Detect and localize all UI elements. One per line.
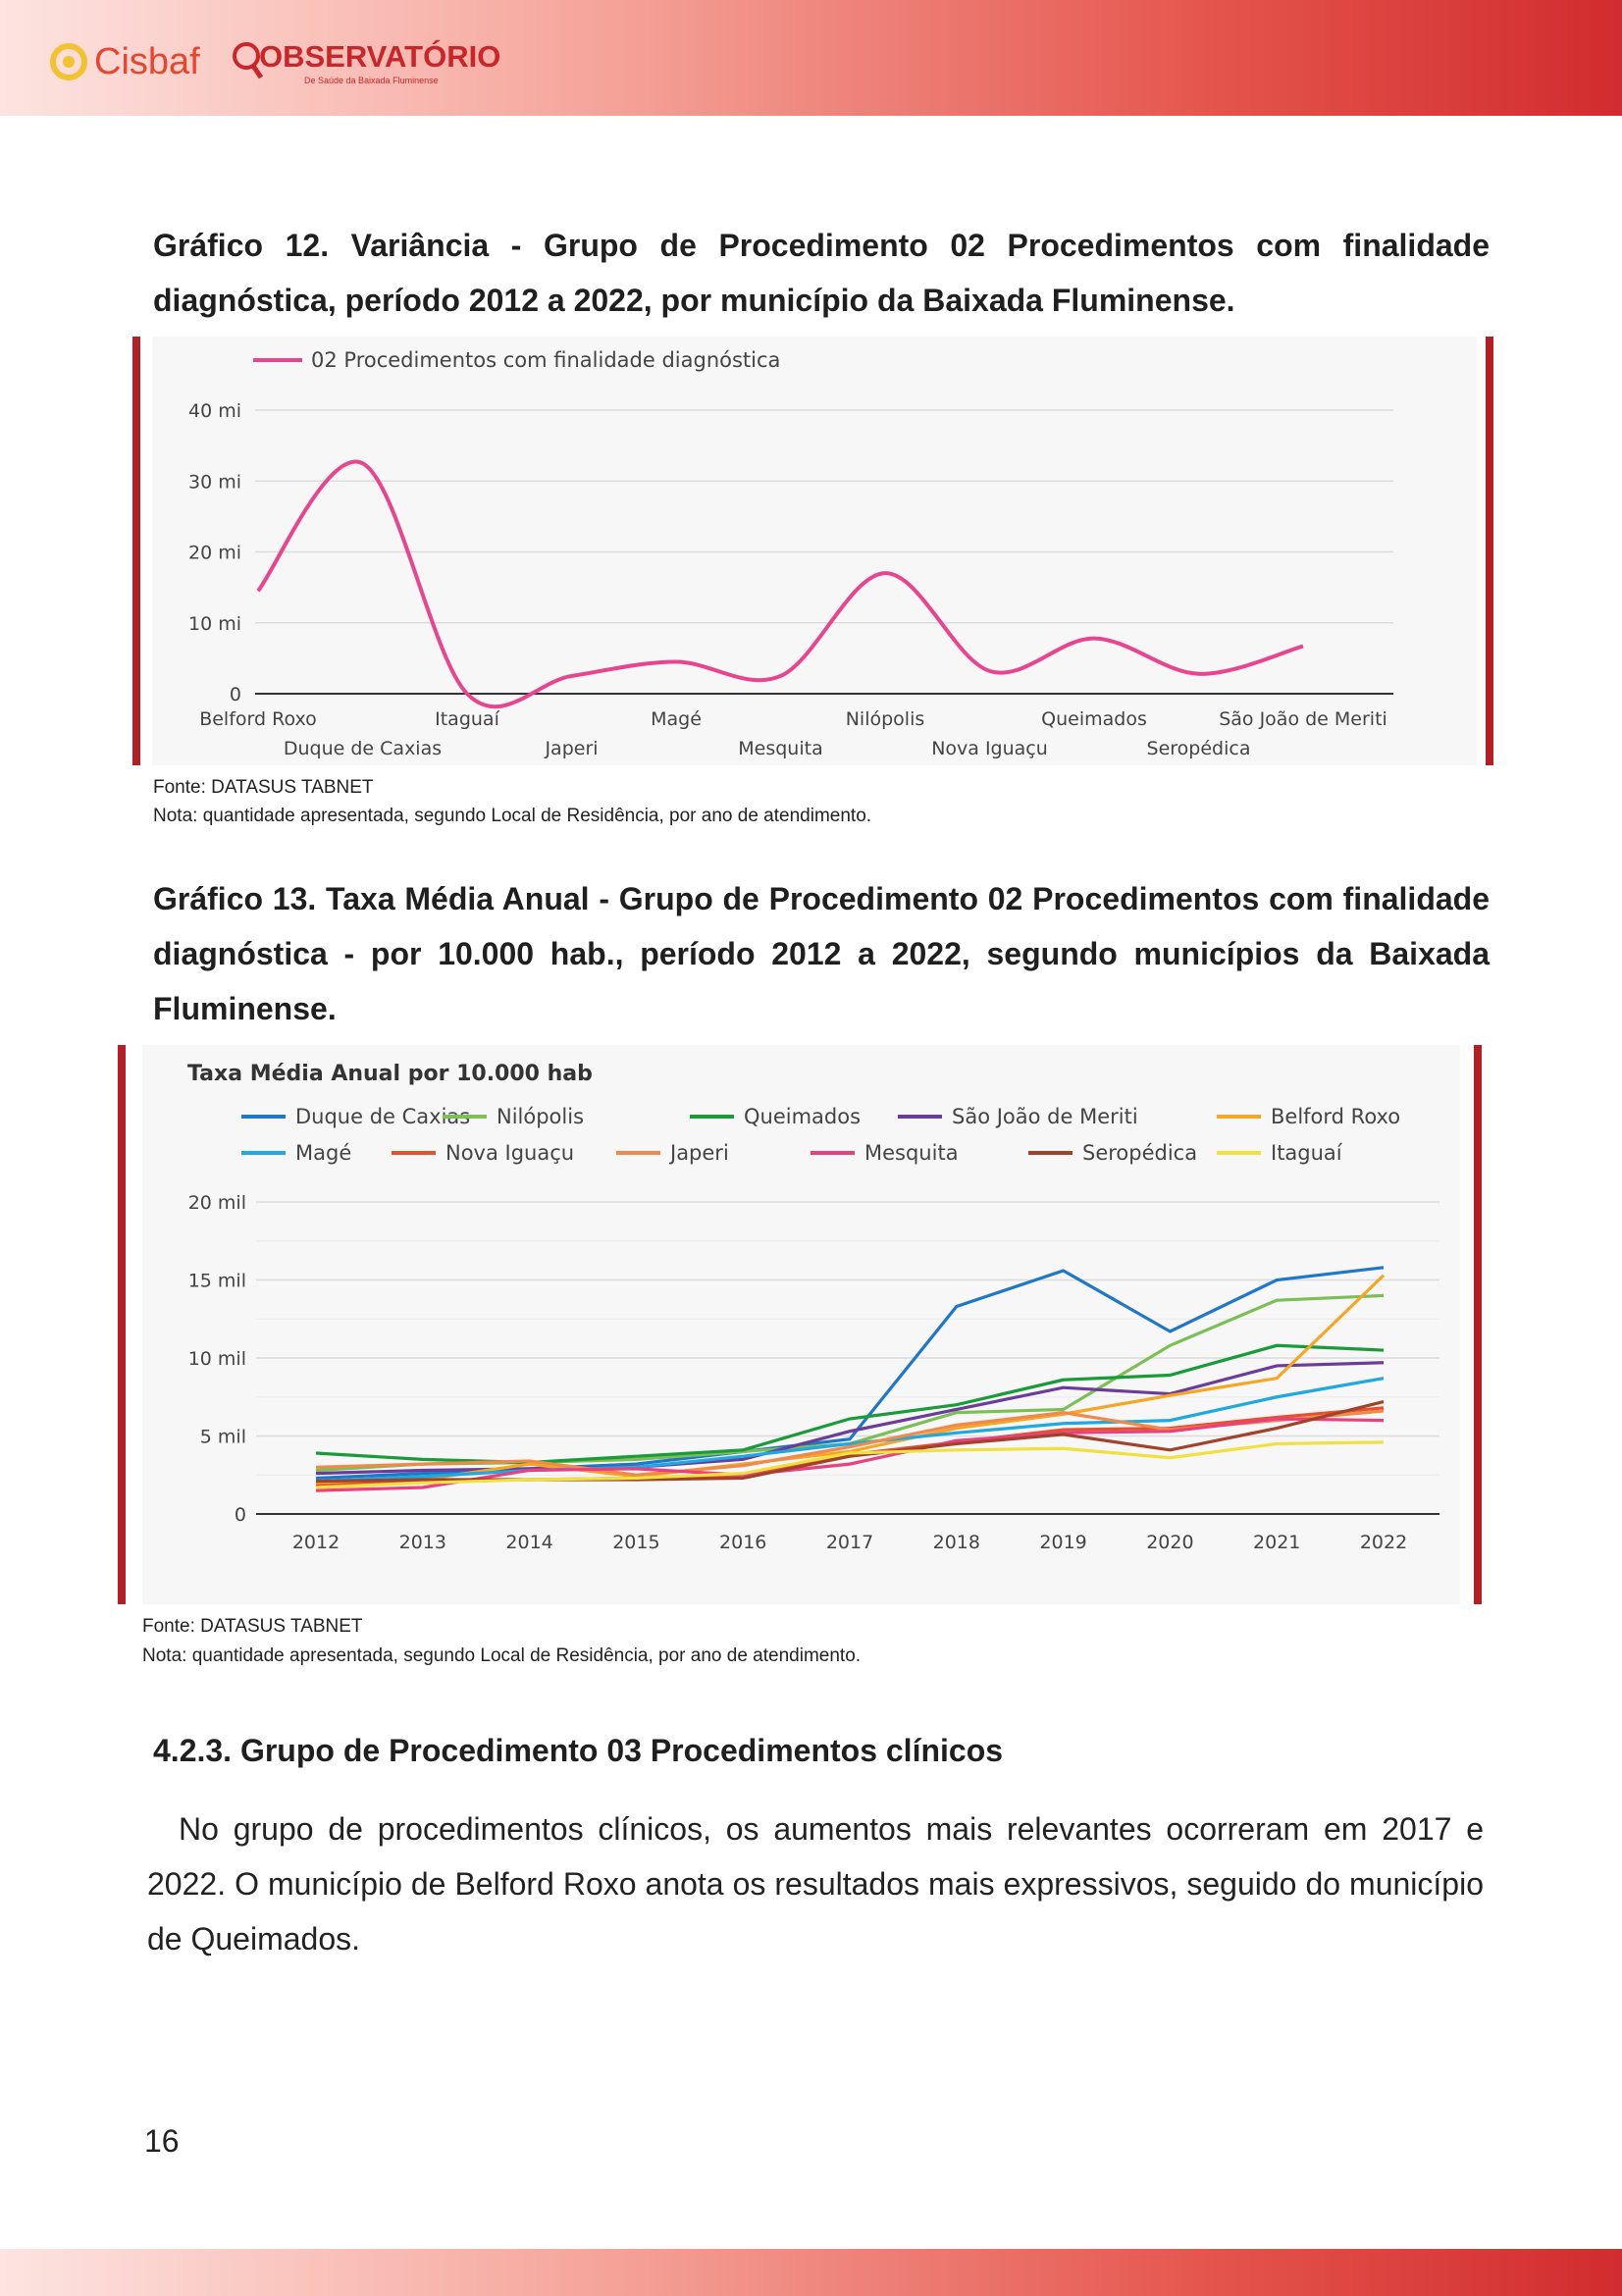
- chart13-legend-label: Magé: [295, 1141, 351, 1165]
- chart13-legend-label: Queimados: [744, 1105, 861, 1128]
- chart13-y-tick: 15 mil: [188, 1271, 246, 1292]
- chart13-legend-label: Nova Iguaçu: [445, 1141, 574, 1165]
- chart12-series-line: [256, 459, 1304, 709]
- chart13-x-tick: 2016: [719, 1532, 766, 1553]
- chart13-x-tick: 2017: [826, 1532, 873, 1553]
- chart13-x-tick: 2015: [612, 1532, 659, 1553]
- chart13-x-tick: 2022: [1360, 1532, 1407, 1553]
- header-band: [0, 0, 1622, 116]
- chart12-right-bar: [1486, 337, 1493, 765]
- footer-band: [0, 2249, 1622, 2296]
- chart13-legend-label: Duque de Caxias: [295, 1105, 470, 1128]
- chart12-left-bar: [132, 337, 140, 765]
- chart13-y-tick: 0: [235, 1504, 246, 1526]
- chart12-y-tick: 10 mi: [188, 613, 241, 635]
- chart12-x-tick: Queimados: [1041, 708, 1147, 730]
- page-number: 16: [144, 2123, 180, 2159]
- chart13-x-tick: 2020: [1146, 1532, 1193, 1553]
- chart13-y-tick: 10 mil: [188, 1348, 246, 1370]
- chart12-legend-label: 02 Procedimentos com finalidade diagnóst…: [311, 348, 780, 372]
- chart13-legend-label: Nilópolis: [497, 1105, 584, 1128]
- chart12: 0 10 mi 20 mi 30 mi 40 mi Belford Roxo Duque d…: [152, 337, 1477, 765]
- chart12-x-tick: São João de Meriti: [1219, 708, 1387, 730]
- magnifier-icon: [233, 42, 264, 79]
- chart13-legend-label: Japeri: [668, 1141, 729, 1165]
- chart12-note: Nota: quantidade apresentada, segundo Lo…: [153, 806, 872, 826]
- chart13-svg: Taxa Média Anual por 10.000 hab Duque de …: [187, 1062, 1439, 1553]
- chart12-caption: Gráfico 12. Variância - Grupo de Procedi…: [153, 228, 1490, 318]
- chart13-x-tick: 2013: [399, 1532, 446, 1553]
- chart13-series-line: [315, 1377, 1385, 1484]
- chart13-caption: Gráfico 13. Taxa Média Anual - Grupo de …: [153, 881, 1490, 1026]
- observatorio-logo-text: OBSERVATÓRIO: [259, 39, 501, 74]
- chart12-x-tick: Belford Roxo: [199, 708, 317, 730]
- chart13-legend-label: Belford Roxo: [1271, 1105, 1400, 1128]
- cisbaf-logo: Cisbaf: [49, 39, 200, 84]
- chart13-legend-label: Mesquita: [864, 1141, 959, 1165]
- chart13-x-tick: 2021: [1253, 1532, 1300, 1553]
- chart12-x-tick: Magé: [651, 708, 702, 730]
- chart13-right-bar: [1474, 1045, 1482, 1604]
- chart12-source: Fonte: DATASUS TABNET: [153, 777, 374, 798]
- chart13-legend-label: São João de Meriti: [952, 1105, 1138, 1128]
- chart12-y-tick: 40 mi: [188, 400, 241, 422]
- observatorio-logo: OBSERVATÓRIO De Saúde da Baixada Flumine…: [232, 39, 500, 88]
- chart12-x-tick: Seropédica: [1147, 738, 1251, 759]
- chart13-x-tick: 2018: [933, 1532, 980, 1553]
- chart13-series-line: [315, 1417, 1385, 1492]
- chart12-svg: 0 10 mi 20 mi 30 mi 40 mi Belford Roxo Duque d…: [188, 348, 1393, 759]
- chart13-x-tick: 2014: [505, 1532, 552, 1553]
- chart12-y-tick: 20 mi: [188, 543, 241, 564]
- chart13-title: Taxa Média Anual por 10.000 hab: [187, 1062, 593, 1086]
- chart12-x-tick: Itaguaí: [435, 708, 499, 730]
- chart13-series-line: [315, 1440, 1385, 1489]
- section-heading: 4.2.3. Grupo de Procedimento 03 Procedim…: [153, 1733, 1004, 1768]
- chart13-note: Nota: quantidade apresentada, segundo Lo…: [142, 1645, 862, 1666]
- chart13-left-bar: [118, 1045, 126, 1604]
- chart12-x-tick: Mesquita: [738, 738, 822, 759]
- chart13-x-tick: 2019: [1039, 1532, 1086, 1553]
- chart12-x-tick: Nilópolis: [846, 708, 925, 730]
- chart13-x-tick: 2012: [292, 1532, 340, 1553]
- chart12-x-tick: Duque de Caxias: [284, 738, 442, 759]
- chart12-x-tick: Japeri: [544, 738, 598, 759]
- chart13-source: Fonte: DATASUS TABNET: [142, 1616, 363, 1637]
- chart12-y-tick: 30 mi: [188, 471, 241, 493]
- section-paragraph: No grupo de procedimentos clínicos, os a…: [147, 1811, 1484, 1957]
- chart13: Taxa Média Anual por 10.000 hab Duque de …: [142, 1045, 1460, 1604]
- observatorio-logo-subtitle: De Saúde da Baixada Fluminense: [304, 76, 439, 85]
- chart13-legend-label: Seropédica: [1082, 1141, 1197, 1165]
- chart12-x-tick: Nova Iguaçu: [931, 738, 1048, 759]
- chart13-y-tick: 5 mil: [200, 1427, 246, 1448]
- cisbaf-logo-icon: [50, 43, 87, 80]
- chart12-y-tick: 0: [230, 684, 241, 705]
- chart13-y-tick: 20 mil: [188, 1192, 246, 1214]
- cisbaf-logo-text: Cisbaf: [94, 40, 200, 82]
- chart13-legend-label: Itaguaí: [1271, 1141, 1343, 1165]
